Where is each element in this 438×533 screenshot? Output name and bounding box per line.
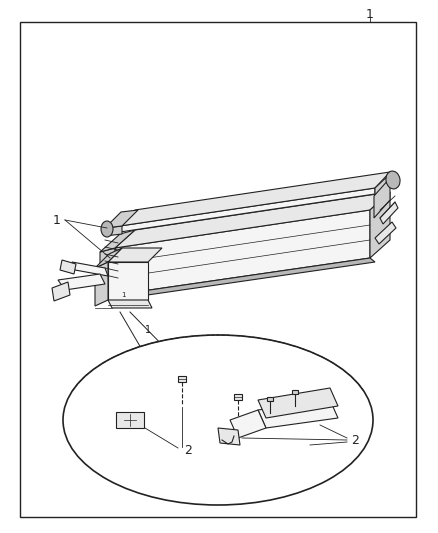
Polygon shape	[178, 376, 186, 382]
Text: 1: 1	[145, 325, 151, 335]
Text: 1: 1	[121, 292, 125, 298]
Polygon shape	[120, 188, 375, 232]
Text: 1: 1	[53, 214, 61, 227]
Polygon shape	[105, 226, 122, 236]
Polygon shape	[116, 412, 144, 428]
Polygon shape	[258, 388, 338, 418]
Polygon shape	[108, 262, 148, 300]
Polygon shape	[95, 262, 108, 306]
Polygon shape	[374, 178, 390, 218]
Polygon shape	[370, 192, 390, 258]
Polygon shape	[218, 428, 240, 445]
Text: 2: 2	[184, 443, 192, 456]
Polygon shape	[72, 262, 108, 276]
Polygon shape	[234, 394, 242, 400]
Polygon shape	[375, 172, 392, 200]
Polygon shape	[120, 172, 390, 226]
Polygon shape	[115, 210, 370, 295]
Polygon shape	[100, 230, 135, 252]
Text: 1: 1	[366, 7, 374, 20]
Polygon shape	[380, 202, 398, 224]
Polygon shape	[108, 300, 152, 308]
Polygon shape	[95, 248, 122, 268]
Polygon shape	[108, 248, 162, 262]
Polygon shape	[58, 274, 105, 290]
Polygon shape	[115, 192, 390, 248]
Ellipse shape	[386, 171, 400, 189]
Polygon shape	[267, 397, 273, 401]
Polygon shape	[60, 260, 76, 274]
Ellipse shape	[101, 221, 113, 237]
Polygon shape	[105, 210, 138, 228]
Ellipse shape	[63, 335, 373, 505]
Polygon shape	[52, 282, 70, 301]
Text: 2: 2	[351, 433, 359, 447]
Polygon shape	[292, 390, 298, 394]
Polygon shape	[258, 400, 338, 428]
Polygon shape	[100, 248, 115, 299]
Polygon shape	[375, 222, 396, 244]
Polygon shape	[230, 410, 266, 438]
Polygon shape	[115, 258, 375, 299]
